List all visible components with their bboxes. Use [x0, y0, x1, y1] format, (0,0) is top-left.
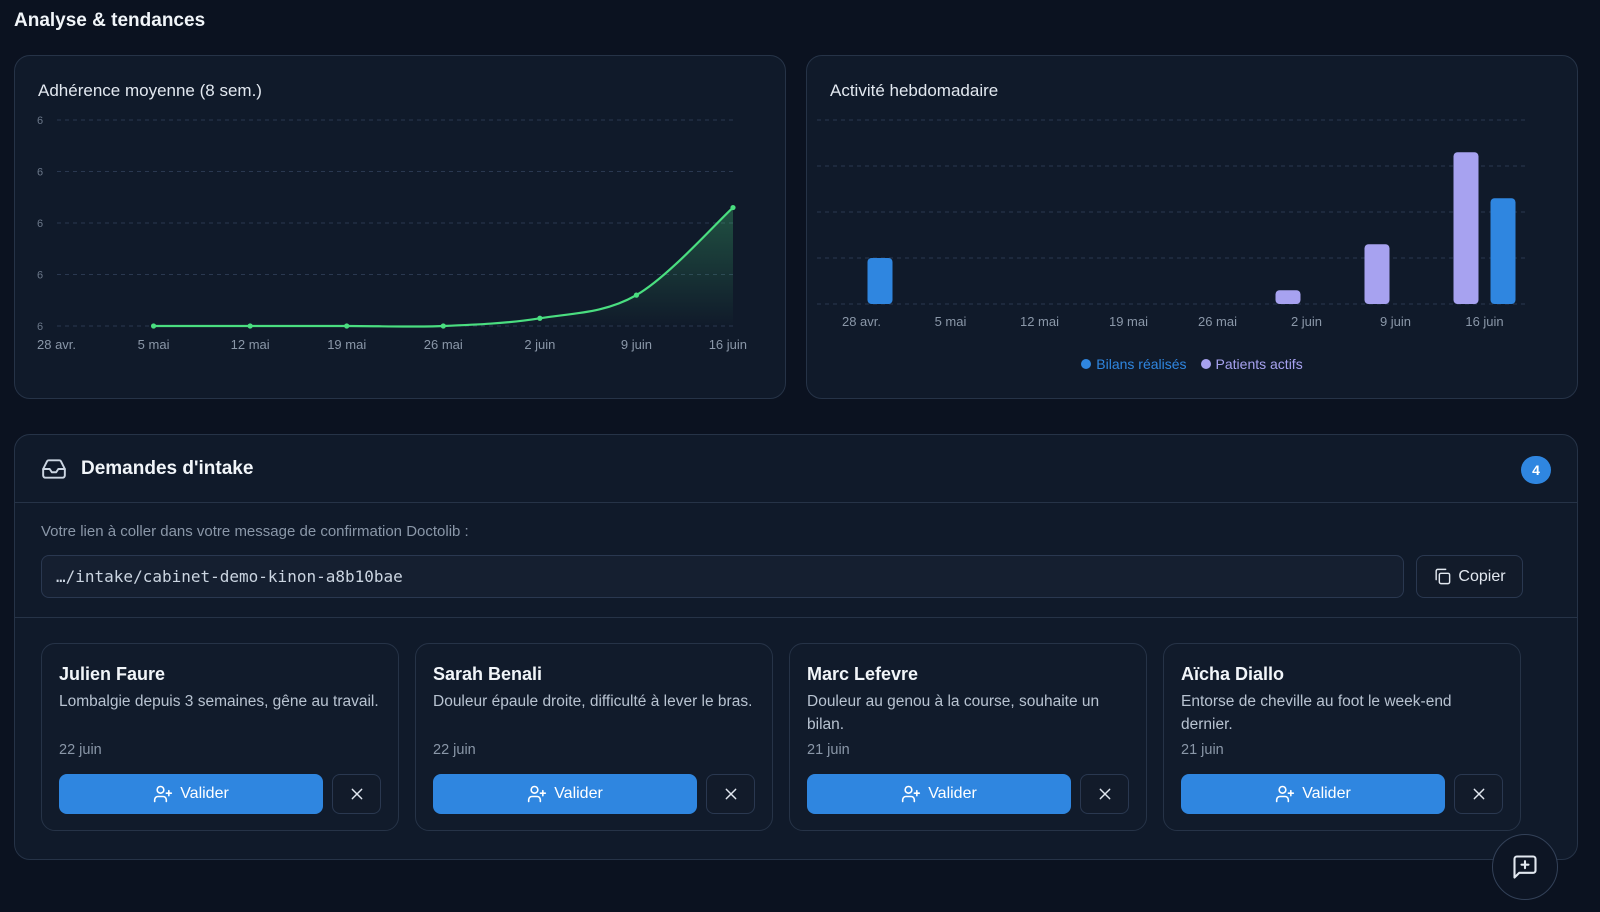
- data-point: [537, 315, 543, 321]
- data-point: [440, 323, 446, 329]
- x-tick-label: 2 juin: [524, 337, 555, 352]
- validate-button[interactable]: Valider: [807, 774, 1071, 814]
- x-tick-label: 9 juin: [621, 337, 652, 352]
- inbox-icon: [42, 458, 66, 479]
- user-plus-icon: [1276, 785, 1295, 803]
- y-tick-label: 6: [37, 115, 43, 127]
- intake-request-card: Julien Faure Lombalgie depuis 3 semaines…: [41, 643, 399, 831]
- validate-button-label: Valider: [180, 785, 229, 802]
- activity-chart-card: Activité hebdomadaire 28 avr. 5 mai 12 mai…: [806, 55, 1578, 399]
- patient-name: Aïcha Diallo: [1181, 664, 1285, 684]
- patient-description: Entorse de cheville au foot le week-end …: [1181, 693, 1452, 733]
- legend-dot-patients: [1200, 359, 1211, 369]
- x-tick-label: 28 avr.: [842, 314, 881, 329]
- intake-link-label: Votre lien à coller dans votre message d…: [41, 523, 469, 540]
- x-tick-label: 19 mai: [327, 337, 366, 352]
- user-plus-icon: [902, 785, 921, 803]
- y-tick-label: 6: [37, 167, 43, 179]
- intake-header: Demandes d'intake: [15, 435, 1577, 503]
- x-tick-label: 16 juin: [709, 337, 747, 352]
- legend-label-patients: Patients actifs: [1215, 356, 1303, 372]
- adherence-chart: 6 6 6 6 6 28 avr. 5 mai 12 mai 19 mai 26 mai 2 jui…: [37, 115, 747, 352]
- close-icon: [1473, 788, 1484, 800]
- intake-request-card: Aïcha Diallo Entorse de cheville au foot…: [1163, 643, 1521, 831]
- data-point: [247, 323, 253, 329]
- patient-description: Douleur au genou à la course, souhaite u…: [807, 693, 1100, 733]
- x-tick-label: 19 mai: [1109, 314, 1148, 329]
- dismiss-button[interactable]: [706, 774, 755, 814]
- intake-divider: [15, 617, 1577, 618]
- request-date: 22 juin: [433, 742, 476, 758]
- x-tick-label: 5 mai: [935, 314, 967, 329]
- intake-count-badge: 4: [1521, 456, 1551, 484]
- activity-chart-title: Activité hebdomadaire: [830, 81, 999, 100]
- x-tick-label: 5 mai: [138, 337, 170, 352]
- intake-card: Demandes d'intake 4 Votre lien à coller …: [14, 434, 1578, 860]
- close-icon: [1099, 788, 1110, 800]
- bar-patients-actifs: [1275, 290, 1301, 304]
- user-plus-icon: [528, 785, 547, 803]
- intake-request-card: Marc Lefevre Douleur au genou à la cours…: [789, 643, 1147, 831]
- copy-link-button[interactable]: Copier: [1416, 555, 1523, 598]
- request-date: 22 juin: [59, 742, 102, 758]
- data-point: [150, 323, 157, 329]
- dismiss-button[interactable]: [332, 774, 381, 814]
- x-tick-label: 16 juin: [1465, 314, 1503, 329]
- user-plus-icon: [154, 785, 173, 803]
- patient-name: Marc Lefevre: [807, 664, 919, 684]
- validate-button[interactable]: Valider: [433, 774, 697, 814]
- y-tick-label: 6: [37, 321, 43, 333]
- request-date: 21 juin: [1181, 742, 1224, 758]
- dismiss-button[interactable]: [1454, 774, 1503, 814]
- activity-chart: 28 avr. 5 mai 12 mai 19 mai 26 mai 2 juin 9 ju…: [817, 119, 1529, 329]
- patient-name: Sarah Benali: [433, 664, 543, 684]
- bar-patients-actifs: [1453, 152, 1479, 304]
- intake-link-field[interactable]: …/intake/cabinet-demo-kinon-a8b10bae: [41, 555, 1404, 598]
- patient-description: Lombalgie depuis 3 semaines, gêne au tra…: [59, 693, 379, 710]
- bar-bilans-realises: [867, 258, 893, 304]
- close-icon: [351, 788, 362, 800]
- y-tick-label: 6: [37, 218, 43, 230]
- close-icon: [725, 788, 736, 800]
- intake-request-card: Sarah Benali Douleur épaule droite, diff…: [415, 643, 773, 831]
- validate-button[interactable]: Valider: [59, 774, 323, 814]
- copy-icon: [1435, 568, 1451, 585]
- section-title: Analyse & tendances: [14, 10, 206, 31]
- legend-item-patients[interactable]: Patients actifs: [1200, 356, 1303, 372]
- x-tick-label: 12 mai: [231, 337, 270, 352]
- x-tick-label: 12 mai: [1020, 314, 1059, 329]
- x-tick-label: 2 juin: [1291, 314, 1322, 329]
- bar-patients-actifs: [1364, 244, 1390, 304]
- validate-button-label: Valider: [928, 785, 977, 802]
- bar-bilans-realises: [1490, 198, 1516, 304]
- y-tick-label: 6: [37, 270, 43, 282]
- legend-item-bilans[interactable]: Bilans réalisés: [1081, 356, 1187, 372]
- adherence-chart-title: Adhérence moyenne (8 sem.): [38, 81, 262, 100]
- validate-button-label: Valider: [1302, 785, 1351, 802]
- intake-title: Demandes d'intake: [81, 457, 254, 479]
- feedback-button[interactable]: [1492, 834, 1558, 900]
- patient-name: Julien Faure: [59, 664, 166, 684]
- copy-button-label: Copier: [1458, 567, 1506, 585]
- request-date: 21 juin: [807, 742, 850, 758]
- patient-description: Douleur épaule droite, difficulté à leve…: [433, 693, 753, 710]
- message-plus-icon: [1513, 855, 1537, 879]
- data-point: [730, 204, 736, 211]
- adherence-chart-card: Adhérence moyenne (8 sem.) 6 6 6 6 6 28 avr. 5…: [14, 55, 786, 399]
- activity-chart-legend: Bilans réalisés Patients actifs: [807, 356, 1577, 372]
- validate-button-label: Valider: [554, 785, 603, 802]
- validate-button[interactable]: Valider: [1181, 774, 1445, 814]
- legend-dot-bilans: [1081, 359, 1092, 369]
- x-tick-label: 28 avr.: [37, 337, 76, 352]
- data-point: [344, 323, 350, 329]
- legend-label-bilans: Bilans réalisés: [1096, 356, 1187, 372]
- dismiss-button[interactable]: [1080, 774, 1129, 814]
- x-tick-label: 26 mai: [424, 337, 463, 352]
- x-tick-label: 9 juin: [1380, 314, 1411, 329]
- x-tick-label: 26 mai: [1198, 314, 1237, 329]
- adherence-area: [153, 207, 734, 327]
- data-point: [633, 292, 640, 298]
